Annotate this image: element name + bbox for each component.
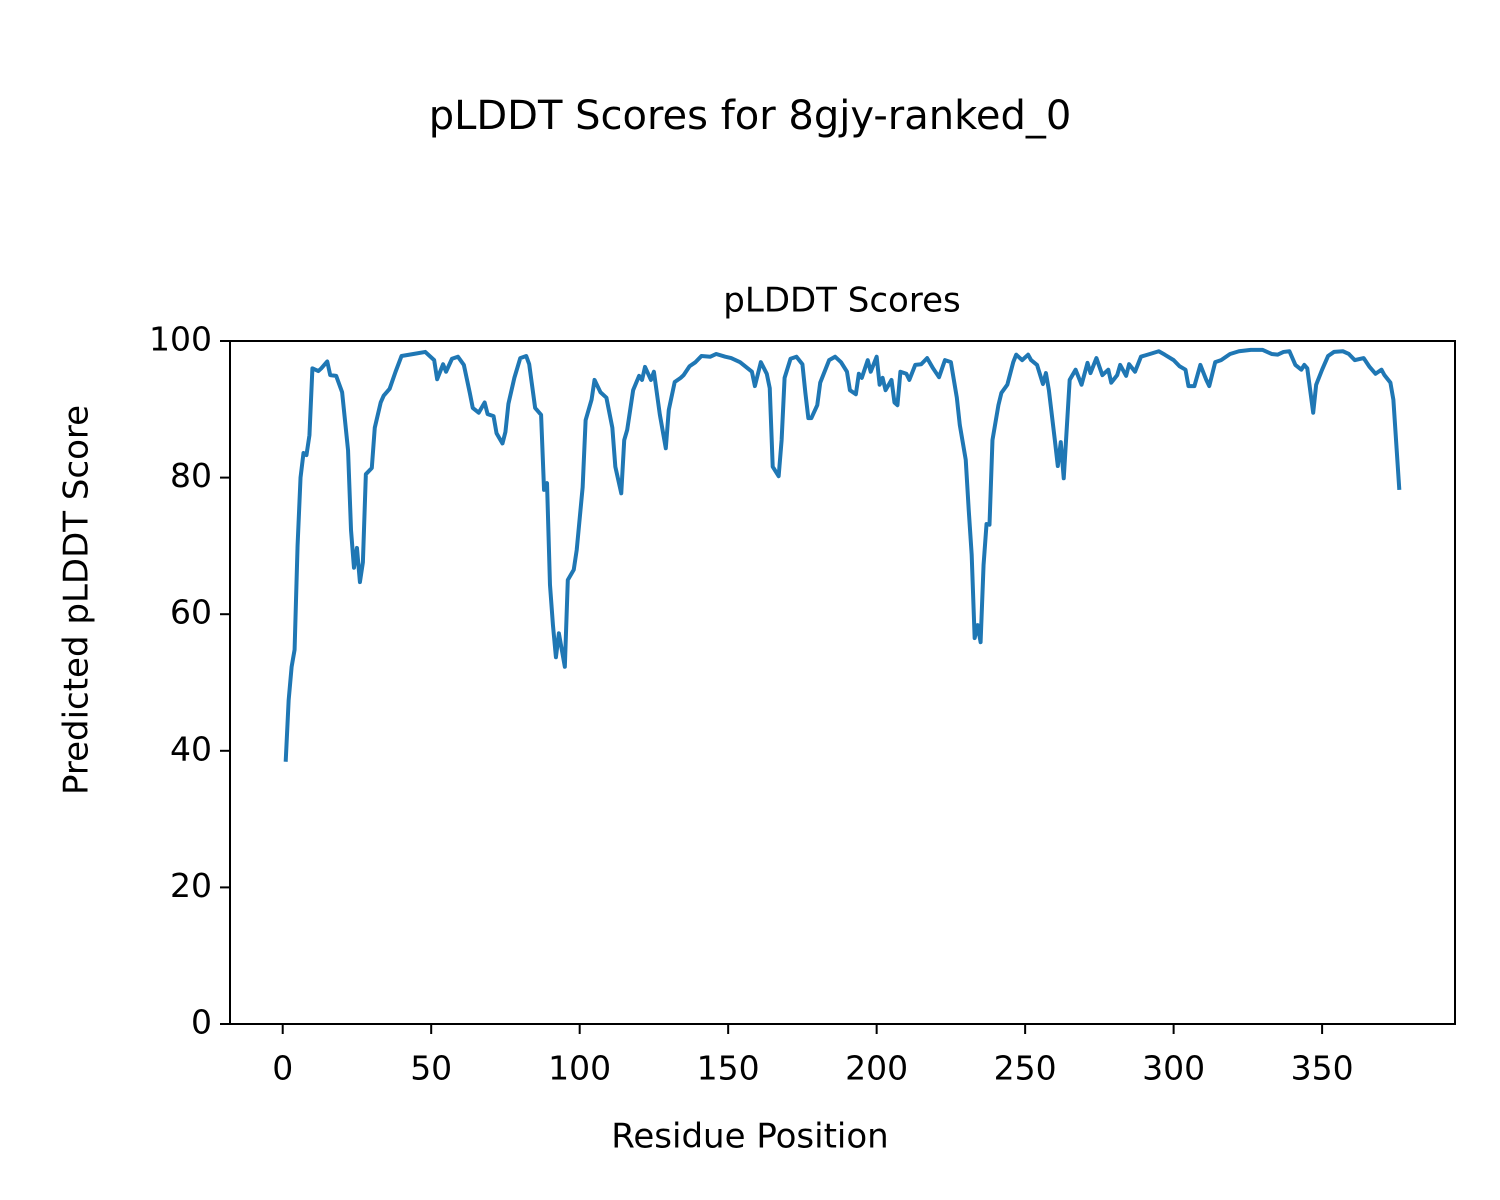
x-tick-label: 150	[697, 1049, 760, 1088]
x-tick-label: 300	[1142, 1049, 1205, 1088]
x-tick-label: 50	[410, 1049, 452, 1088]
data-line	[283, 347, 1402, 762]
x-tick-label: 350	[1291, 1049, 1354, 1088]
y-tick-label: 80	[170, 456, 212, 495]
x-axis-label: Residue Position	[611, 1117, 888, 1157]
y-tick-label: 40	[170, 729, 212, 768]
y-tick-label: 20	[170, 866, 212, 905]
x-tick-label: 0	[272, 1049, 293, 1088]
x-tick-label: 250	[994, 1049, 1057, 1088]
x-tick-label: 100	[548, 1049, 611, 1088]
y-tick-label: 100	[149, 320, 212, 359]
y-tick-label: 0	[191, 1003, 212, 1042]
chart-subtitle: pLDDT Scores	[723, 281, 960, 321]
x-tick-label: 200	[845, 1049, 908, 1088]
chart-title: pLDDT Scores for 8gjy-ranked_0	[429, 93, 1072, 139]
y-tick-label: 60	[170, 593, 212, 632]
y-axis-label: Predicted pLDDT Score	[57, 405, 97, 795]
plot-frame	[229, 340, 1456, 1025]
